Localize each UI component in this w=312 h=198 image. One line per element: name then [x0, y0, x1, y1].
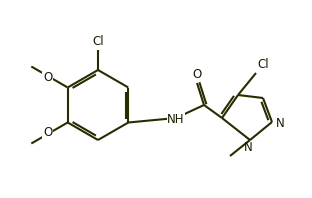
- Text: O: O: [43, 71, 52, 84]
- Text: N: N: [244, 141, 252, 154]
- Text: N: N: [275, 116, 284, 129]
- Text: Cl: Cl: [92, 35, 104, 48]
- Text: O: O: [43, 126, 52, 139]
- Text: O: O: [193, 68, 202, 81]
- Text: NH: NH: [167, 112, 185, 126]
- Text: Cl: Cl: [257, 58, 269, 71]
